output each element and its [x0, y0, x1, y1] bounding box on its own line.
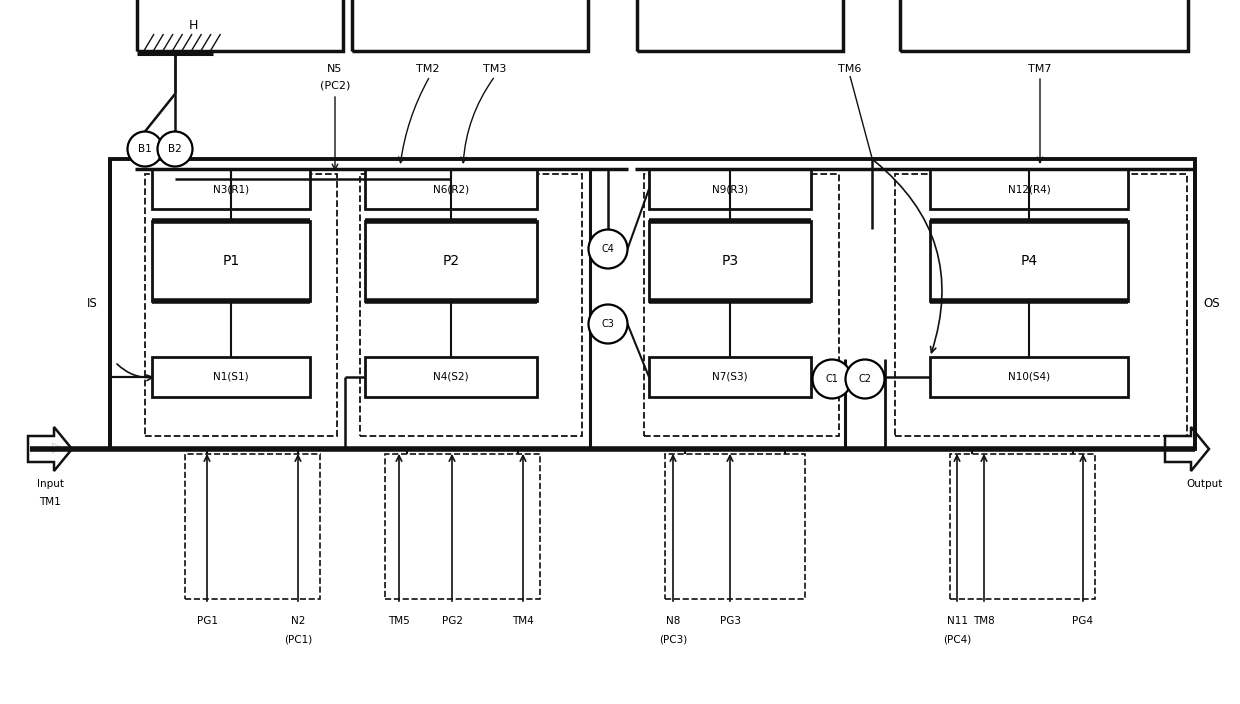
- Text: Output: Output: [1187, 479, 1223, 489]
- Text: N3(R1): N3(R1): [213, 184, 249, 194]
- Text: PG3: PG3: [719, 616, 740, 626]
- Bar: [895, 174, 1187, 436]
- Bar: [930, 357, 1128, 397]
- Text: N1(S1): N1(S1): [213, 372, 249, 382]
- Text: B2: B2: [169, 144, 182, 154]
- Bar: [360, 174, 582, 436]
- Bar: [384, 454, 539, 599]
- Text: P3: P3: [722, 254, 739, 268]
- Text: C4: C4: [601, 244, 615, 254]
- Bar: [145, 174, 337, 436]
- Text: TM2: TM2: [417, 64, 440, 74]
- Text: N2: N2: [291, 616, 305, 626]
- Bar: [637, 0, 843, 51]
- Text: IS: IS: [87, 298, 98, 310]
- Text: (PC1): (PC1): [284, 634, 312, 644]
- Text: OS: OS: [1204, 298, 1220, 310]
- Bar: [930, 169, 1128, 209]
- Bar: [649, 169, 811, 209]
- Text: TM8: TM8: [973, 616, 994, 626]
- Text: B1: B1: [138, 144, 151, 154]
- Text: N7(S3): N7(S3): [712, 372, 748, 382]
- Text: P1: P1: [222, 254, 239, 268]
- Text: PG2: PG2: [441, 616, 463, 626]
- Bar: [644, 174, 839, 436]
- Bar: [365, 169, 537, 209]
- Text: TM1: TM1: [40, 497, 61, 507]
- Text: TM7: TM7: [1028, 64, 1052, 74]
- Bar: [950, 454, 1095, 599]
- Bar: [665, 454, 805, 599]
- Text: (PC2): (PC2): [320, 81, 350, 91]
- Bar: [110, 159, 1195, 449]
- Text: N9(R3): N9(R3): [712, 184, 748, 194]
- Text: N6(R2): N6(R2): [433, 184, 469, 194]
- Text: P2: P2: [443, 254, 460, 268]
- Bar: [365, 357, 537, 397]
- Bar: [365, 221, 537, 301]
- Text: (PC3): (PC3): [658, 634, 687, 644]
- Bar: [900, 0, 1188, 51]
- Bar: [153, 169, 310, 209]
- Text: TM4: TM4: [512, 616, 534, 626]
- Bar: [352, 0, 588, 51]
- Circle shape: [157, 132, 192, 167]
- Text: N12(R4): N12(R4): [1008, 184, 1050, 194]
- Circle shape: [128, 132, 162, 167]
- Text: N5: N5: [327, 64, 342, 74]
- Text: TM6: TM6: [838, 64, 862, 74]
- Text: PG4: PG4: [1073, 616, 1094, 626]
- Text: C3: C3: [601, 319, 615, 329]
- Text: N4(S2): N4(S2): [433, 372, 469, 382]
- Circle shape: [589, 230, 627, 268]
- Text: N10(S4): N10(S4): [1008, 372, 1050, 382]
- Text: P4: P4: [1021, 254, 1038, 268]
- Text: TM5: TM5: [388, 616, 410, 626]
- Text: PG1: PG1: [196, 616, 217, 626]
- Bar: [185, 454, 320, 599]
- Text: N8: N8: [666, 616, 681, 626]
- Bar: [649, 357, 811, 397]
- Text: H: H: [188, 20, 197, 32]
- Text: Input: Input: [36, 479, 63, 489]
- Circle shape: [846, 360, 884, 398]
- Circle shape: [812, 360, 852, 398]
- Text: TM3: TM3: [484, 64, 507, 74]
- Text: (PC4): (PC4): [942, 634, 971, 644]
- Text: N11: N11: [946, 616, 967, 626]
- Circle shape: [589, 305, 627, 344]
- Bar: [153, 221, 310, 301]
- Text: C1: C1: [826, 374, 838, 384]
- Text: C2: C2: [858, 374, 872, 384]
- Bar: [930, 221, 1128, 301]
- Bar: [649, 221, 811, 301]
- Bar: [136, 0, 343, 51]
- Bar: [153, 357, 310, 397]
